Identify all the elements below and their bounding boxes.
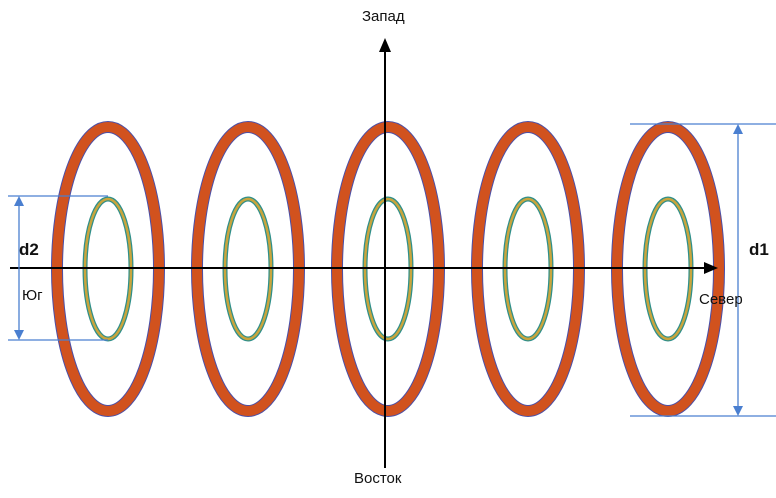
d2-arrow-down [14, 330, 24, 340]
vertical-axis-arrow [379, 38, 391, 52]
d1-arrow-down [733, 406, 743, 416]
horizontal-axis-arrow [704, 262, 718, 274]
d2-dimension-marker [8, 195, 108, 341]
direction-label-right: Север [699, 291, 743, 308]
d1-label: d1 [749, 240, 769, 259]
direction-label-left: Юг [22, 287, 43, 304]
d1-arrow-up [733, 124, 743, 134]
direction-label-bottom: Восток [354, 470, 402, 487]
direction-label-top: Запад [362, 8, 405, 25]
d2-arrow-up [14, 196, 24, 206]
d2-label: d2 [19, 240, 39, 259]
d1-dimension-marker [630, 123, 776, 417]
